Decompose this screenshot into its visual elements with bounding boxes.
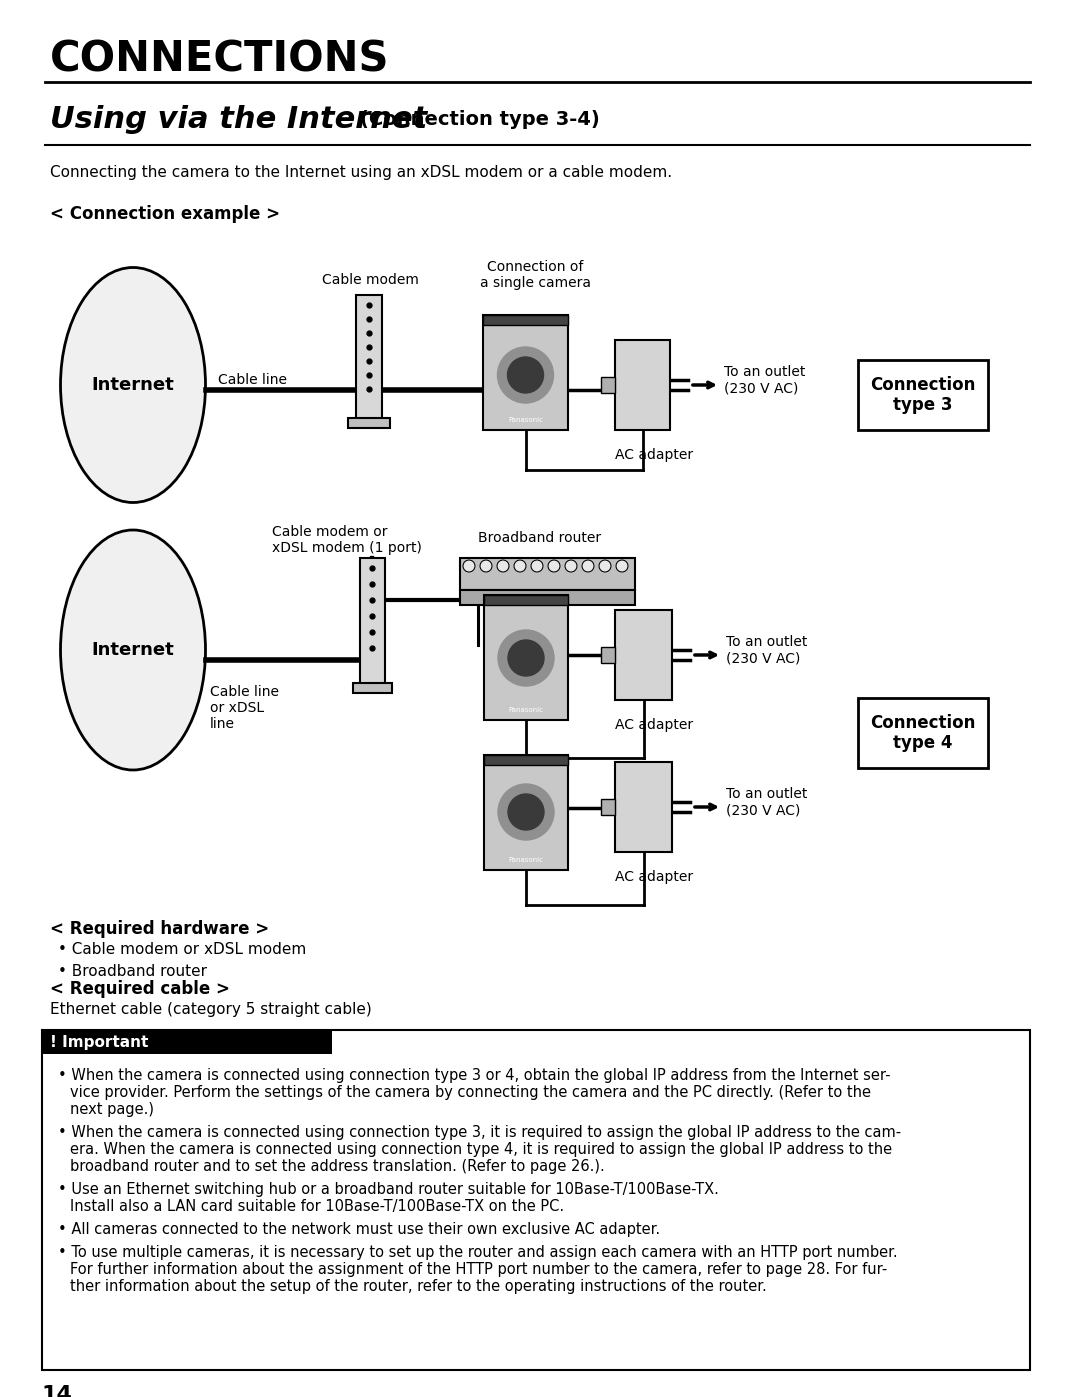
Text: Cable line
or xDSL
line: Cable line or xDSL line — [210, 685, 279, 732]
Text: • Use an Ethernet switching hub or a broadband router suitable for 10Base-T/100B: • Use an Ethernet switching hub or a bro… — [58, 1182, 719, 1197]
Text: Cable line: Cable line — [218, 373, 287, 387]
Text: AC adapter: AC adapter — [615, 718, 693, 732]
Text: Panasonic: Panasonic — [509, 707, 543, 712]
Text: To an outlet
(230 V AC): To an outlet (230 V AC) — [726, 787, 808, 817]
FancyBboxPatch shape — [615, 761, 672, 852]
Text: • Broadband router: • Broadband router — [58, 964, 207, 979]
FancyBboxPatch shape — [484, 754, 568, 870]
Text: • When the camera is connected using connection type 3, it is required to assign: • When the camera is connected using con… — [58, 1125, 901, 1140]
FancyBboxPatch shape — [483, 314, 568, 326]
FancyBboxPatch shape — [484, 754, 568, 766]
Text: Internet: Internet — [92, 376, 174, 394]
FancyBboxPatch shape — [42, 1030, 332, 1053]
Ellipse shape — [60, 267, 205, 503]
Text: To an outlet
(230 V AC): To an outlet (230 V AC) — [726, 634, 808, 665]
Text: Connection
type 4: Connection type 4 — [870, 714, 975, 753]
Circle shape — [508, 358, 543, 393]
Circle shape — [497, 560, 509, 571]
Text: Connecting the camera to the Internet using an xDSL modem or a cable modem.: Connecting the camera to the Internet us… — [50, 165, 672, 180]
Text: • To use multiple cameras, it is necessary to set up the router and assign each : • To use multiple cameras, it is necessa… — [58, 1245, 897, 1260]
Text: To an outlet
(230 V AC): To an outlet (230 V AC) — [724, 365, 806, 395]
Ellipse shape — [60, 529, 205, 770]
Circle shape — [599, 560, 611, 571]
Text: For further information about the assignment of the HTTP port number to the came: For further information about the assign… — [70, 1261, 888, 1277]
Text: CONNECTIONS: CONNECTIONS — [50, 38, 390, 80]
FancyBboxPatch shape — [460, 590, 635, 605]
FancyBboxPatch shape — [483, 314, 568, 430]
Text: < Required cable >: < Required cable > — [50, 981, 230, 997]
Text: Panasonic: Panasonic — [509, 856, 543, 863]
Text: Cable modem or
xDSL modem (1 port): Cable modem or xDSL modem (1 port) — [272, 525, 422, 555]
Text: AC adapter: AC adapter — [615, 870, 693, 884]
FancyBboxPatch shape — [360, 557, 384, 685]
Text: Broadband router: Broadband router — [478, 531, 602, 545]
Text: • When the camera is connected using connection type 3 or 4, obtain the global I: • When the camera is connected using con… — [58, 1067, 891, 1083]
Text: broadband router and to set the address translation. (Refer to page 26.).: broadband router and to set the address … — [70, 1160, 605, 1173]
Text: ther information about the setup of the router, refer to the operating instructi: ther information about the setup of the … — [70, 1280, 767, 1294]
FancyBboxPatch shape — [615, 339, 670, 430]
Circle shape — [565, 560, 577, 571]
Text: Panasonic: Panasonic — [508, 416, 543, 423]
FancyBboxPatch shape — [600, 647, 615, 664]
Text: next page.): next page.) — [70, 1102, 154, 1118]
Text: Install also a LAN card suitable for 10Base-T/100Base-TX on the PC.: Install also a LAN card suitable for 10B… — [70, 1199, 564, 1214]
Circle shape — [548, 560, 561, 571]
Circle shape — [508, 640, 544, 676]
Text: < Required hardware >: < Required hardware > — [50, 921, 269, 937]
FancyBboxPatch shape — [42, 1030, 1030, 1370]
Text: < Connection example >: < Connection example > — [50, 205, 280, 224]
Circle shape — [582, 560, 594, 571]
Circle shape — [498, 346, 554, 402]
FancyBboxPatch shape — [600, 377, 615, 393]
FancyBboxPatch shape — [356, 295, 382, 420]
Circle shape — [531, 560, 543, 571]
FancyBboxPatch shape — [484, 595, 568, 719]
Text: Using via the Internet: Using via the Internet — [50, 105, 428, 134]
FancyBboxPatch shape — [858, 698, 988, 768]
FancyBboxPatch shape — [615, 610, 672, 700]
Text: • Cable modem or xDSL modem: • Cable modem or xDSL modem — [58, 942, 307, 957]
Text: Ethernet cable (category 5 straight cable): Ethernet cable (category 5 straight cabl… — [50, 1002, 372, 1017]
Text: Cable modem: Cable modem — [322, 272, 418, 286]
Text: Internet: Internet — [92, 641, 174, 659]
FancyBboxPatch shape — [858, 360, 988, 430]
FancyBboxPatch shape — [348, 418, 390, 427]
FancyBboxPatch shape — [600, 799, 615, 814]
Circle shape — [498, 630, 554, 686]
Circle shape — [616, 560, 627, 571]
Text: 14: 14 — [42, 1384, 72, 1397]
Text: vice provider. Perform the settings of the camera by connecting the camera and t: vice provider. Perform the settings of t… — [70, 1085, 870, 1099]
Text: (Connection type 3-4): (Connection type 3-4) — [360, 110, 599, 129]
Circle shape — [480, 560, 492, 571]
Text: Connection
type 3: Connection type 3 — [870, 376, 975, 415]
Text: Connection of
a single camera: Connection of a single camera — [480, 260, 591, 291]
FancyBboxPatch shape — [353, 683, 392, 693]
Text: ! Important: ! Important — [50, 1035, 148, 1049]
FancyBboxPatch shape — [484, 595, 568, 605]
Text: AC adapter: AC adapter — [615, 448, 693, 462]
Circle shape — [498, 784, 554, 840]
FancyBboxPatch shape — [460, 557, 635, 590]
Circle shape — [508, 793, 544, 830]
Text: • All cameras connected to the network must use their own exclusive AC adapter.: • All cameras connected to the network m… — [58, 1222, 660, 1236]
Text: era. When the camera is connected using connection type 4, it is required to ass: era. When the camera is connected using … — [70, 1141, 892, 1157]
Circle shape — [463, 560, 475, 571]
Circle shape — [514, 560, 526, 571]
